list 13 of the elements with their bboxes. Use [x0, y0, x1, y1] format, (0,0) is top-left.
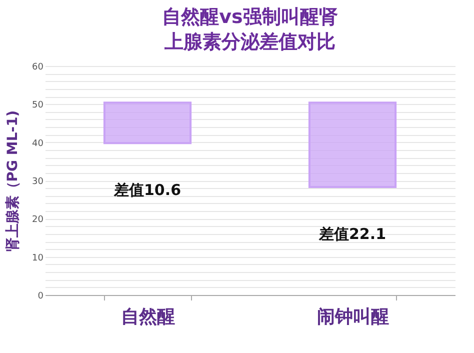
x-tick-label: 自然醒 — [121, 306, 175, 328]
x-tick-label: 闹钟叫醒 — [317, 306, 389, 328]
y-tick-label: 20 — [32, 215, 44, 226]
y-tick-label: 60 — [32, 62, 44, 72]
data-label: 差值10.6 — [112, 181, 182, 200]
y-axis-title: 肾上腺素（PG ML-1) — [5, 110, 22, 252]
y-tick-label: 40 — [32, 138, 44, 149]
y-tick-label: 50 — [32, 100, 44, 111]
chart-title: 自然醒vs强制叫醒肾上腺素分泌差值对比 — [162, 6, 338, 53]
data-label: 差值22.1 — [318, 224, 386, 243]
y-tick-label: 0 — [38, 292, 44, 302]
y-tick-label: 30 — [32, 177, 44, 187]
y-tick-label: 10 — [32, 253, 44, 264]
